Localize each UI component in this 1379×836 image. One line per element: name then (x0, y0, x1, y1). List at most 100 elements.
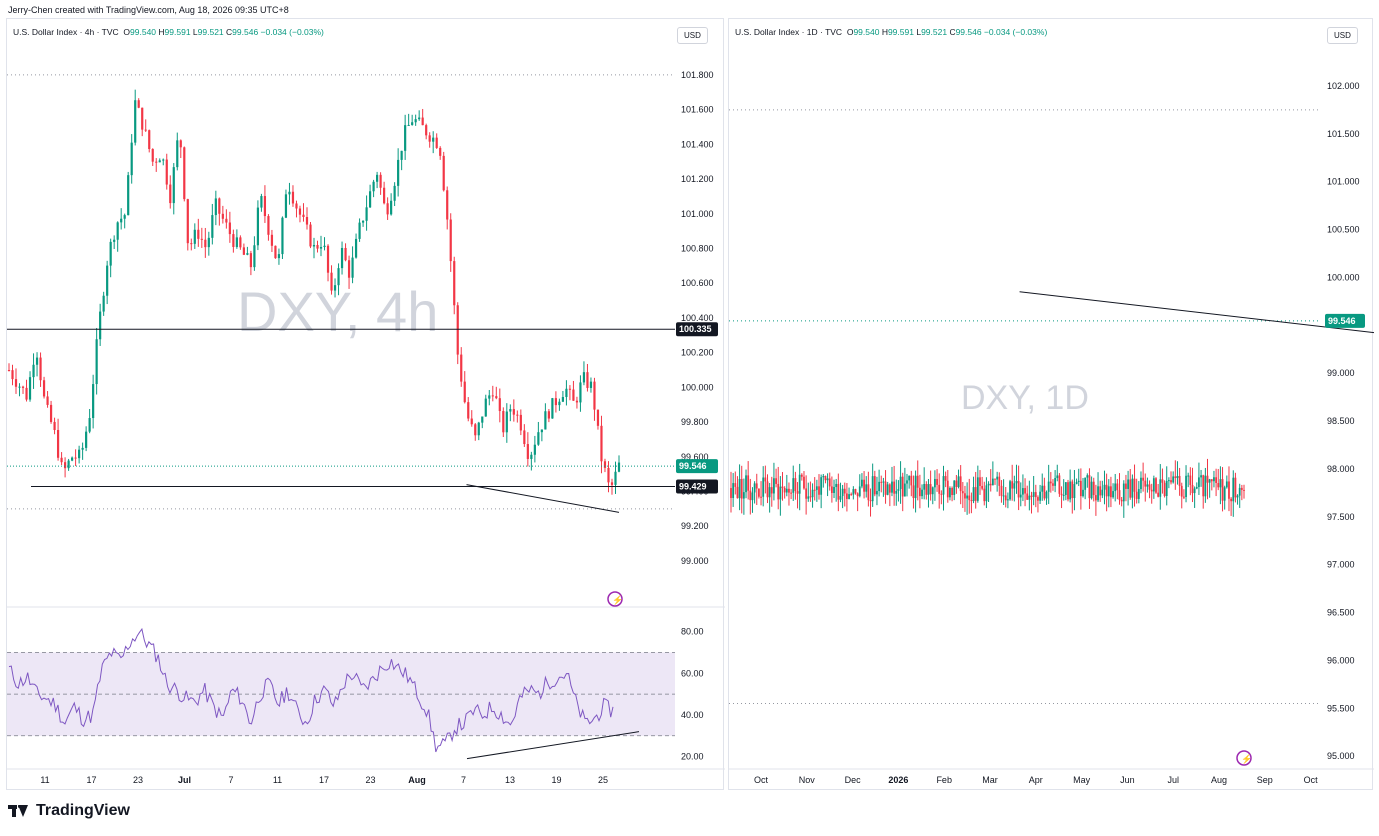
candle-body (897, 488, 900, 491)
candle-body (1131, 478, 1134, 498)
candle-body (794, 478, 797, 492)
x-axis-tick-label: May (1073, 775, 1091, 785)
candle-body (523, 430, 526, 445)
candle-body (7, 370, 11, 372)
candle-body (1208, 479, 1211, 483)
candle-body (1092, 481, 1095, 496)
candle-body (1193, 488, 1196, 494)
y-axis-tick-label: 95.000 (1327, 751, 1355, 761)
candle-body (903, 483, 906, 497)
candle-body (1079, 480, 1082, 497)
candle-body (730, 488, 732, 498)
currency-button[interactable]: USD (677, 27, 708, 44)
candle-body (1060, 493, 1063, 496)
candle-body (1191, 485, 1194, 494)
candle-body (1028, 495, 1031, 500)
candle-body (822, 476, 825, 478)
candle-body (1047, 481, 1050, 492)
y-axis-tick-label: 101.800 (681, 70, 714, 80)
y-axis-tick-label: 100.400 (681, 313, 714, 323)
candle-body (1200, 475, 1202, 478)
candle-body (775, 478, 777, 484)
candle-body (1062, 494, 1065, 496)
candle-body (99, 311, 102, 340)
candle-body (1022, 488, 1024, 495)
candle-body (1219, 479, 1222, 488)
chart-pane-4h[interactable]: DXY, 4h 101.800 101.600 101.400 101.200 101.0… (6, 18, 725, 791)
candle-body (1213, 477, 1215, 482)
candle-body (1161, 479, 1164, 483)
y-axis-tick-label: 101.500 (1327, 129, 1360, 139)
candle-body (509, 409, 512, 412)
rsi-line (8, 627, 614, 753)
candle-body (253, 245, 256, 268)
candle-body (1234, 477, 1237, 498)
candle-body (1006, 499, 1009, 501)
candle-body (1052, 483, 1054, 486)
x-axis-tick-label: Feb (936, 775, 952, 785)
candle-body (1202, 475, 1205, 497)
candle-body (42, 380, 46, 397)
candle-body (74, 457, 77, 459)
candle-body (225, 218, 228, 223)
candle-body (996, 476, 999, 480)
y-axis-tick-label: 99.600 (681, 452, 709, 462)
candle-body (361, 220, 365, 223)
x-axis-tick-label: 13 (505, 775, 515, 785)
x-axis-tick-label: 23 (133, 775, 143, 785)
y-axis-tick-label: 99.000 (1327, 368, 1355, 378)
chart-svg-1d[interactable]: DXY, 1D 102.000 101.500 101.000 100.500 100.0… (729, 19, 1374, 791)
candle-body (745, 475, 747, 493)
candle-body (95, 339, 98, 385)
candle-body (987, 483, 990, 486)
candle-body (1009, 481, 1011, 500)
candle-body (561, 397, 565, 402)
candle-body (81, 447, 84, 450)
candle-body (957, 476, 960, 487)
candle-body (981, 485, 984, 489)
candle-body (354, 238, 358, 258)
candle-body (1116, 483, 1119, 491)
rsi-tick-label: 20.00 (681, 752, 704, 762)
candle-body (760, 496, 762, 498)
candle-body (1189, 475, 1192, 486)
candle-body (882, 481, 885, 483)
candle-body (49, 404, 53, 422)
candle-body (846, 493, 848, 499)
candle-body (179, 140, 182, 148)
candle-body (1043, 485, 1046, 499)
candle-body (979, 477, 981, 486)
candle-body (818, 486, 820, 495)
candle-body (495, 396, 498, 399)
candle-body (1125, 483, 1127, 489)
candle-body (964, 493, 966, 499)
chart-header: Jerry-Chen created with TradingView.com,… (8, 5, 289, 15)
candle-body (330, 272, 333, 291)
candle-body (603, 461, 607, 468)
y-axis-tick-label: 101.000 (681, 209, 714, 219)
candle-body (35, 357, 39, 365)
candle-body (983, 488, 986, 502)
candle-body (1152, 478, 1155, 492)
candle-body (512, 409, 515, 415)
currency-button[interactable]: USD (1327, 27, 1358, 44)
candle-body (1118, 490, 1121, 500)
candle-body (824, 476, 827, 481)
chart-svg-4h[interactable]: DXY, 4h 101.800 101.600 101.400 101.200 101.0… (7, 19, 725, 791)
candle-body (1163, 482, 1166, 496)
candle-body (1017, 481, 1020, 498)
candle-body (762, 477, 765, 497)
candle-body (186, 199, 189, 244)
y-axis-tick-label: 100.000 (681, 382, 714, 392)
tradingview-logo[interactable]: TradingView (8, 802, 130, 820)
candle-body (1088, 475, 1091, 499)
candle-body (1170, 480, 1172, 483)
candle-body (204, 239, 207, 248)
x-axis-tick-label: 19 (551, 775, 561, 785)
candle-body (1148, 484, 1151, 490)
candle-body (390, 200, 393, 215)
candle-body (1073, 484, 1076, 499)
x-axis-tick-label: 2026 (888, 775, 908, 785)
candle-body (589, 381, 593, 388)
chart-pane-1d[interactable]: DXY, 1D 102.000 101.500 101.000 100.500 100.0… (728, 18, 1374, 791)
